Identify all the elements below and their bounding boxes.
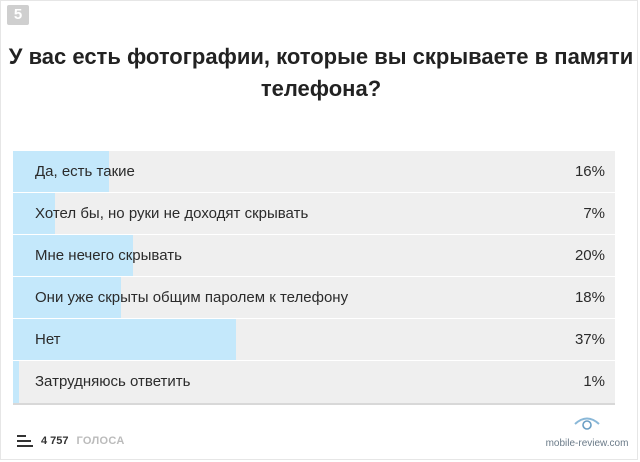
poll-option[interactable]: Да, есть такие 16% [13,151,615,193]
poll-option[interactable]: Хотел бы, но руки не доходят скрывать 7% [13,193,615,235]
poll-option-percent: 18% [574,289,605,306]
phone-logo-icon [574,417,600,430]
poll-option-percent: 20% [574,247,605,264]
poll-option-bar [13,319,236,360]
poll-option-label: Мне нечего скрывать [35,247,182,264]
poll-option-percent: 37% [574,331,605,348]
votes-count: 4 757 [41,435,69,447]
poll-option-bar [13,277,122,318]
poll-option-percent: 16% [574,163,605,180]
poll-option-label: Да, есть такие [35,163,135,180]
poll-option-bar [13,193,56,234]
poll-option[interactable]: Затрудняюсь ответить 1% [13,361,615,403]
poll-option-bar [13,235,134,276]
poll-footer: 4 757 ГОЛОСА [17,433,125,449]
poll-option-percent: 1% [583,373,605,390]
poll-option-label: Нет [35,331,61,348]
watermark-text: mobile-review.com [545,438,629,449]
poll-option-label: Хотел бы, но руки не доходят скрывать [35,205,309,222]
votes-label: ГОЛОСА [76,435,125,447]
poll-option-bar [13,151,110,192]
poll-option-percent: 7% [583,205,605,222]
poll-option[interactable]: Нет 37% [13,319,615,361]
poll-option-label: Затрудняюсь ответить [35,373,191,390]
watermark: mobile-review.com [539,415,635,449]
poll-option-bar [13,361,20,403]
poll-option[interactable]: Мне нечего скрывать 20% [13,235,615,277]
poll-option-label: Они уже скрыты общим паролем к телефону [35,289,349,306]
poll-question: У вас есть фотографии, которые вы скрыва… [8,44,634,101]
poll-number-badge: 5 [7,5,29,25]
poll-options: Да, есть такие 16% Хотел бы, но руки не … [13,151,615,403]
results-lines-icon [17,435,33,447]
poll-option[interactable]: Они уже скрыты общим паролем к телефону … [13,277,615,319]
